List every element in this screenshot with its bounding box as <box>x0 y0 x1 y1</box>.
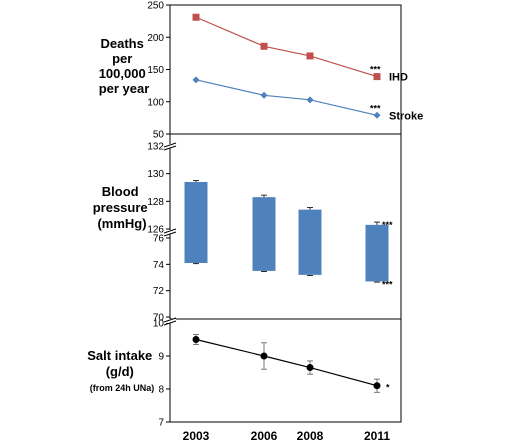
x-tick-label: 2011 <box>364 429 390 443</box>
bp-axis-break <box>163 228 177 234</box>
data-point-ihd <box>306 52 314 60</box>
salt-axis-break-gap <box>164 319 176 323</box>
deaths-y-tick-label: 250 <box>147 1 164 12</box>
bp-axis-break-gap <box>164 230 176 234</box>
bp-top-break <box>163 145 177 151</box>
deaths-ylabel-line: per year <box>99 81 150 96</box>
significance-annotation: * <box>386 383 390 393</box>
bp-lower-y-tick-label: 76 <box>153 234 165 245</box>
bp-range-bar <box>365 224 389 282</box>
bp-ylabel-line: pressure <box>93 200 148 215</box>
salt-data-point <box>373 382 381 390</box>
bp-lower-y-tick-label: 72 <box>153 286 165 297</box>
x-tick-label: 2003 <box>183 429 210 443</box>
significance-annotation: *** <box>370 65 381 75</box>
salt-ylabel-line: Salt intake <box>87 348 152 363</box>
bp-lower-y-tick-label: 74 <box>153 260 165 271</box>
data-point-stroke <box>260 91 268 99</box>
deaths-ylabel-line: Deaths <box>101 36 144 51</box>
salt-series-line <box>195 338 378 387</box>
bp-range-bar <box>252 197 276 271</box>
bp-range-bar <box>184 181 208 264</box>
salt-ylabel-line: (from 24h UNa) <box>90 383 155 393</box>
series-line-ihd <box>195 16 378 78</box>
bp-top-break <box>163 142 177 148</box>
salt-data-point <box>260 352 268 360</box>
salt-axis-break <box>163 320 177 326</box>
bp-top-break-gap <box>164 144 176 148</box>
salt-data-point <box>192 336 200 343</box>
deaths-ylabel-line: 100,000 <box>99 66 146 81</box>
salt-y-tick-label: 10 <box>153 319 165 330</box>
significance-annotation: *** <box>382 220 393 230</box>
bp-upper-y-tick-label: 130 <box>147 169 164 180</box>
salt-ylabel: Salt intake (g/d) (from 24h UNa) <box>87 347 156 393</box>
panel-deaths-frame <box>169 4 402 135</box>
bp-ylabel-line: (mmHg) <box>97 216 146 231</box>
series-label-stroke: Stroke <box>389 110 423 122</box>
panel-salt-frame <box>169 318 402 423</box>
deaths-ylabel-line: per <box>112 51 132 66</box>
bp-lower-y-tick-label: 70 <box>153 313 165 324</box>
bp-upper-y-tick-label: 132 <box>147 142 164 153</box>
bp-axis-break <box>163 231 177 237</box>
deaths-y-tick-label: 150 <box>147 65 164 76</box>
x-tick-label: 2008 <box>297 429 324 443</box>
bp-ylabel: Blood pressure (mmHg) <box>93 184 152 231</box>
data-point-stroke <box>306 96 314 104</box>
series-label-ihd: IHD <box>389 72 408 84</box>
deaths-y-tick-label: 100 <box>147 97 164 108</box>
salt-y-tick-label: 8 <box>158 385 164 396</box>
bp-ylabel-line: Blood <box>102 184 139 199</box>
data-point-stroke <box>373 111 381 119</box>
salt-ylabel-line: (g/d) <box>106 364 134 379</box>
bp-upper-y-tick-label: 128 <box>147 197 164 208</box>
bp-range-bar <box>298 209 322 275</box>
salt-axis-break <box>163 317 177 323</box>
salt-data-point <box>306 364 314 372</box>
data-point-ihd <box>260 42 268 50</box>
data-point-ihd <box>192 13 200 21</box>
data-point-ihd <box>373 73 381 81</box>
salt-y-tick-label: 9 <box>158 352 164 363</box>
x-tick-label: 2006 <box>251 429 278 443</box>
salt-y-tick-label: 7 <box>158 418 164 429</box>
series-line-stroke <box>195 79 378 116</box>
deaths-ylabel: Deaths per 100,000 per year <box>99 36 150 96</box>
data-point-stroke <box>192 76 200 84</box>
significance-annotation: *** <box>382 279 393 289</box>
significance-annotation: *** <box>370 103 381 113</box>
deaths-y-tick-label: 50 <box>153 130 165 141</box>
deaths-y-tick-label: 200 <box>147 33 164 44</box>
bp-upper-y-tick-label: 126 <box>147 225 164 236</box>
